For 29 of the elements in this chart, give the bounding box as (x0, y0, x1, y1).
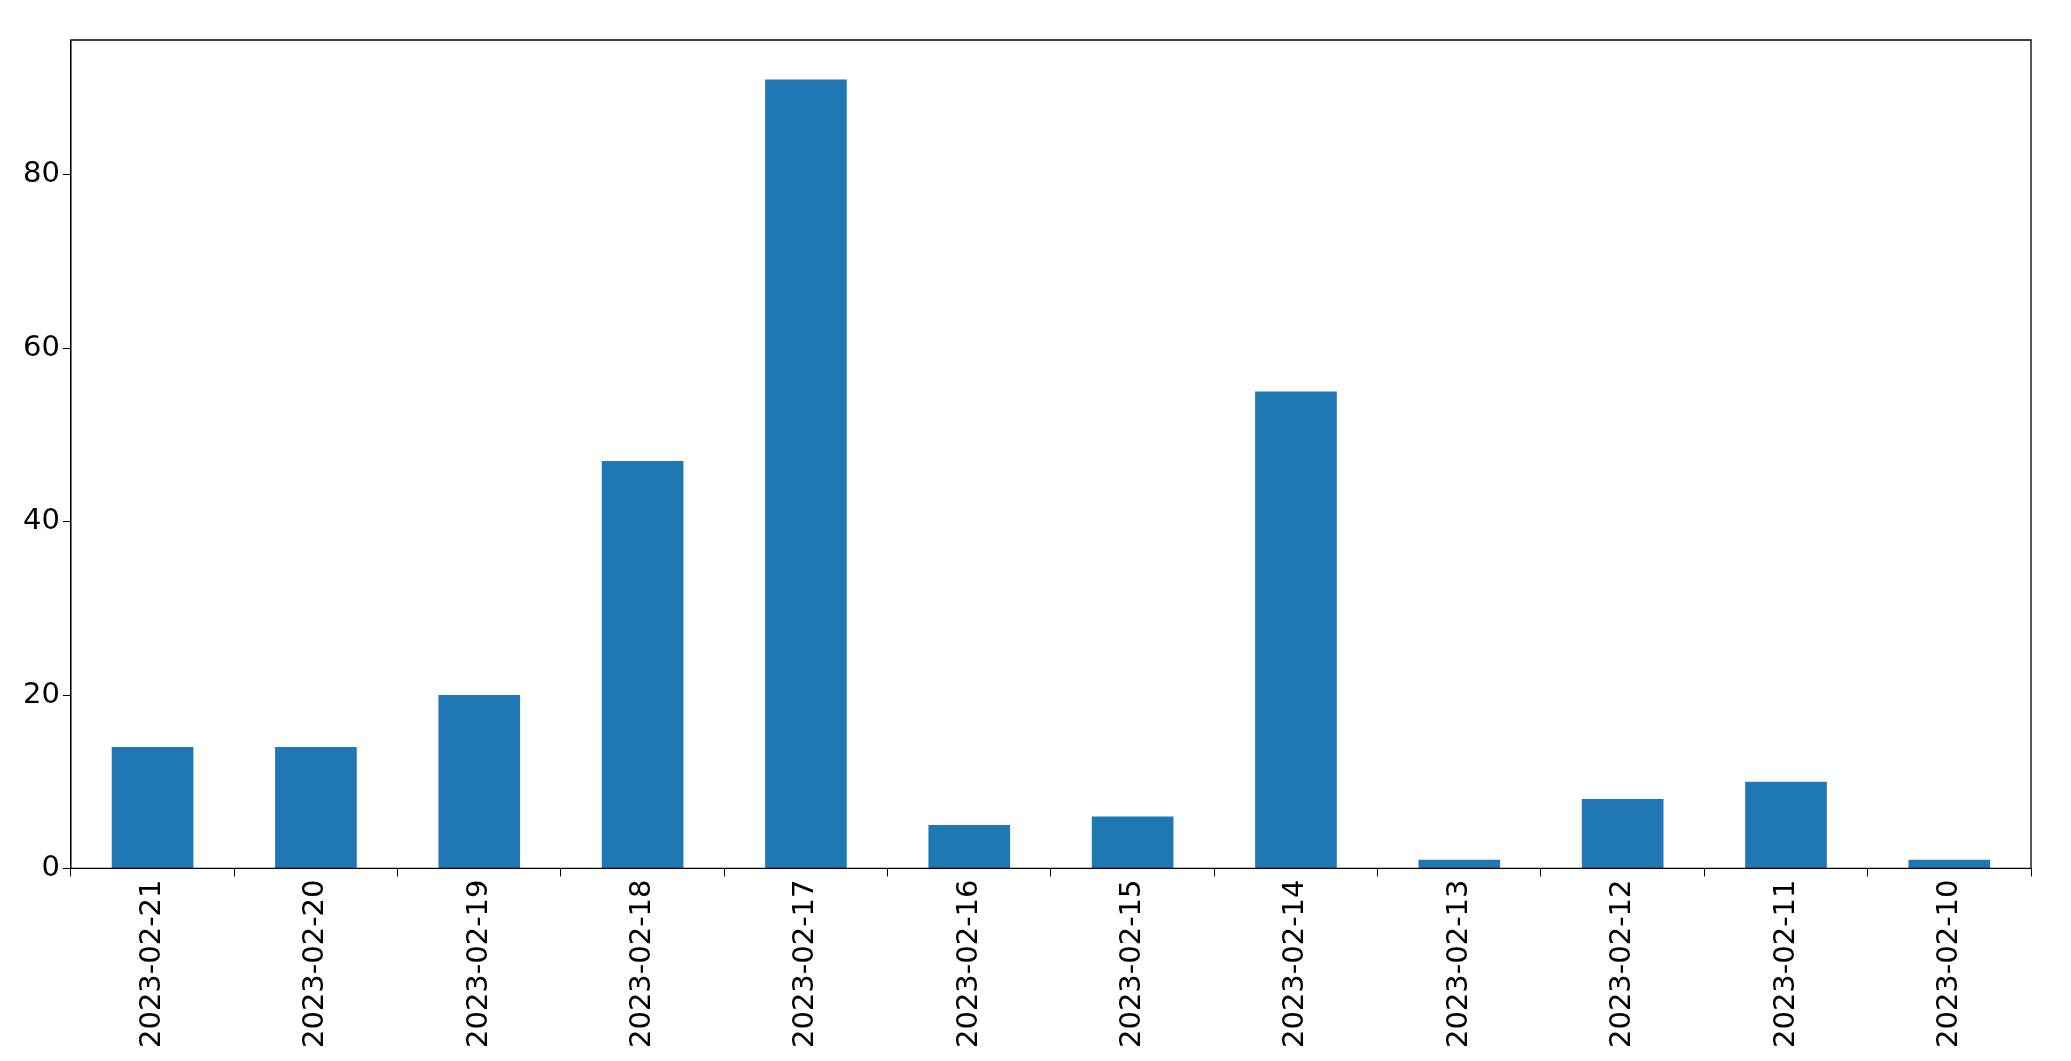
bar (438, 695, 521, 868)
bar (601, 460, 684, 868)
x-tick-label: 2023-02-17 (786, 879, 821, 1049)
x-tick-label: 2023-02-20 (296, 879, 331, 1049)
bar (1255, 391, 1337, 868)
x-tick-label: 2023-02-12 (1603, 879, 1638, 1049)
bar (275, 747, 357, 868)
bar (1581, 799, 1664, 868)
x-tick-label: 2023-02-16 (949, 879, 984, 1049)
x-tick-label: 2023-02-11 (1766, 879, 1801, 1049)
bar (1418, 859, 1501, 868)
bar (765, 79, 847, 868)
bar (111, 747, 194, 868)
bar (1091, 816, 1174, 868)
bar (1908, 859, 1991, 868)
y-tick-label: 60 (23, 328, 60, 363)
y-tick-label: 20 (23, 675, 60, 710)
x-tick-label: 2023-02-15 (1113, 879, 1148, 1049)
bar (928, 825, 1011, 868)
x-tick-label: 2023-02-13 (1439, 879, 1474, 1049)
x-tick-label: 2023-02-21 (133, 879, 168, 1049)
y-tick-label: 0 (41, 849, 60, 883)
x-tick-label: 2023-02-10 (1929, 879, 1964, 1049)
x-tick-label: 2023-02-14 (1276, 879, 1311, 1049)
x-tick-label: 2023-02-19 (459, 879, 494, 1049)
y-tick-label: 80 (23, 155, 60, 190)
x-tick-label: 2023-02-18 (623, 879, 658, 1049)
bar (1745, 781, 1827, 868)
y-tick-label: 40 (23, 502, 60, 537)
